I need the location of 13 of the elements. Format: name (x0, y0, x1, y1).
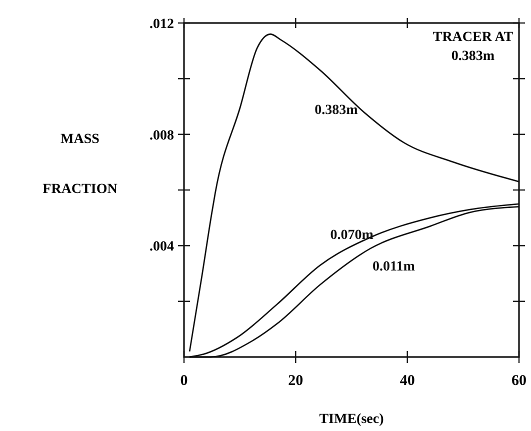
y-tick-label: .004 (150, 240, 174, 255)
x-axis-title: TIME(sec) (319, 412, 384, 427)
series-label: 0.011m (372, 259, 416, 274)
annotation: TRACER AT 0.383m (432, 30, 514, 64)
text: MASS FRACTION (42, 132, 118, 197)
x-tick-label: 0 (180, 373, 188, 389)
y-tick-label: .012 (150, 17, 174, 32)
x-tick-label: 20 (288, 373, 304, 389)
series-label: 0.383m (314, 103, 358, 118)
x-tick-label: 60 (512, 373, 526, 389)
series-label: 0.070m (330, 228, 374, 244)
x-tick-label: 40 (400, 373, 415, 389)
y-tick-label: .008 (150, 128, 174, 144)
